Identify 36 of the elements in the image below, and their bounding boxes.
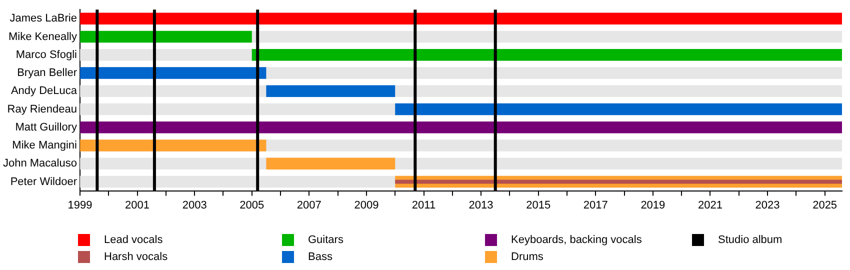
y-tick-label: Ray Riendeau bbox=[7, 103, 77, 116]
y-tick-label: Mike Mangini bbox=[12, 140, 77, 152]
x-tick-label: 2009 bbox=[354, 199, 379, 212]
x-tick-label: 2025 bbox=[812, 199, 838, 212]
x-tick-label: 2007 bbox=[296, 199, 322, 212]
x-tick-label: 2015 bbox=[526, 199, 551, 212]
legend-label: Drums bbox=[511, 250, 544, 262]
bar bbox=[80, 30, 252, 43]
y-tick-label: Andy DeLuca bbox=[10, 85, 78, 98]
bar bbox=[80, 140, 266, 152]
bar bbox=[266, 85, 396, 98]
x-tick-label: 2019 bbox=[640, 199, 666, 212]
legend-label: Studio album bbox=[718, 234, 782, 246]
legend-label: Bass bbox=[308, 250, 332, 262]
y-tick-label: Mike Keneally bbox=[8, 30, 78, 43]
y-tick-label: John Macaluso bbox=[2, 158, 77, 170]
x-tick-label: 2021 bbox=[698, 199, 722, 212]
bar bbox=[266, 158, 396, 170]
x-tick-label: 1999 bbox=[68, 199, 92, 212]
x-tick-label: 2023 bbox=[755, 199, 780, 212]
x-tick-label: 2003 bbox=[182, 199, 207, 212]
x-tick-label: 2005 bbox=[240, 199, 264, 212]
y-tick-label: Marco Sfogli bbox=[16, 48, 77, 61]
legend-label: Harsh vocals bbox=[104, 250, 168, 262]
y-tick-label: Bryan Beller bbox=[17, 67, 78, 80]
legend-label: Guitars bbox=[308, 234, 344, 246]
x-tick-label: 2017 bbox=[583, 199, 608, 212]
y-tick-label: Matt Guillory bbox=[15, 121, 78, 134]
y-tick-label: Peter Wildoer bbox=[10, 176, 78, 188]
x-tick-label: 2013 bbox=[468, 199, 494, 212]
x-tick-label: 2011 bbox=[412, 199, 436, 212]
bar bbox=[80, 67, 266, 79]
x-tick-label: 2001 bbox=[125, 199, 150, 212]
legend-label: Lead vocals bbox=[104, 234, 163, 246]
y-tick-label: James LaBrie bbox=[10, 12, 77, 25]
legend-label: Keyboards, backing vocals bbox=[511, 234, 642, 246]
